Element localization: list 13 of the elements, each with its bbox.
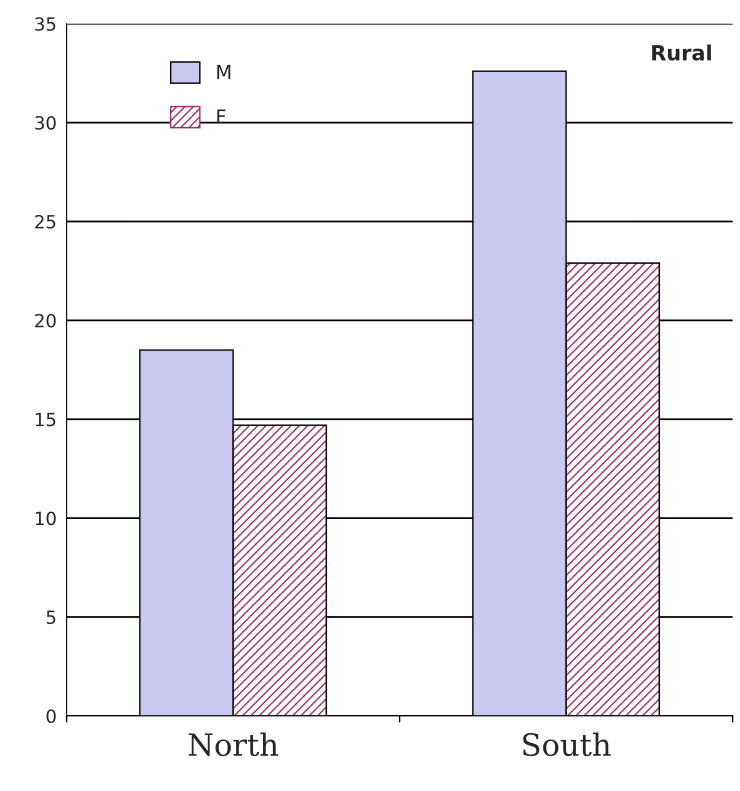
annotation: Rural [652, 44, 711, 61]
y-tick-label: 0 [46, 709, 56, 723]
legend-label: M [217, 64, 230, 80]
y-tick-label: 15 [36, 412, 56, 426]
y-tick-label: 35 [35, 17, 56, 31]
y-tick-label: 20 [35, 314, 56, 328]
x-tick-label: South [523, 732, 611, 756]
y-tick-label: 25 [35, 214, 56, 229]
legend-label: F [217, 109, 226, 124]
y-tick-label: 10 [36, 512, 56, 526]
y-tick-label: 30 [35, 116, 56, 130]
x-tick-label: North [188, 732, 278, 756]
y-tick-label: 5 [46, 610, 56, 624]
